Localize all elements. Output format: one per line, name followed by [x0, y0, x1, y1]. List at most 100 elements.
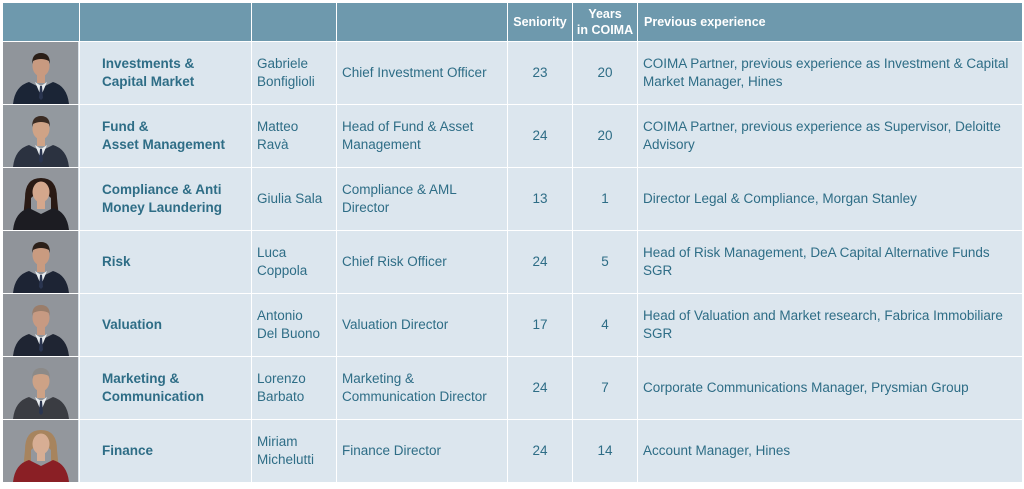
- table-row: Finance Miriam Michelutti Finance Director 2…: [2, 419, 1023, 483]
- previous-experience-cell: COIMA Partner, previous experience as Su…: [637, 104, 1023, 168]
- previous-experience-cell: Head of Valuation and Market research, F…: [637, 293, 1023, 357]
- name-line1: Miriam: [257, 434, 298, 449]
- name-cell: Giulia Sala: [251, 167, 337, 231]
- seniority-value: 24: [532, 380, 548, 395]
- role-cell: Chief Risk Officer: [336, 230, 508, 294]
- previous-line2: SGR: [643, 326, 673, 341]
- name-line2: Coppola: [257, 263, 308, 278]
- area-line2: Communication: [102, 389, 205, 404]
- role-cell: Head of Fund & Asset Management: [336, 104, 508, 168]
- header-row: Seniority Years in COIMA Previous experi…: [2, 2, 1023, 42]
- seniority-value: 24: [532, 128, 548, 143]
- table-row: Risk Luca Coppola Chief Risk Officer 24 5 Head…: [2, 230, 1023, 294]
- years-cell: 20: [572, 41, 638, 105]
- name-line1: Giulia Sala: [257, 191, 323, 206]
- previous-line1: COIMA Partner, previous experience as In…: [643, 56, 1009, 71]
- name-line1: Antonio: [257, 308, 303, 323]
- name-line1: Lorenzo: [257, 371, 306, 386]
- area-cell: Compliance & Anti Money Laundering: [79, 167, 252, 231]
- portrait-photo: [2, 167, 80, 231]
- area-line1: Risk: [102, 254, 131, 269]
- name-cell: Antonio Del Buono: [251, 293, 337, 357]
- area-line1: Marketing &: [102, 371, 180, 386]
- previous-experience-cell: Director Legal & Compliance, Morgan Stan…: [637, 167, 1023, 231]
- years-cell: 5: [572, 230, 638, 294]
- seniority-value: 24: [532, 254, 548, 269]
- header-role: [336, 2, 508, 42]
- area-cell: Finance: [79, 419, 252, 483]
- header-previous-experience: Previous experience: [637, 2, 1023, 42]
- header-area: [79, 2, 252, 42]
- name-line2: Barbato: [257, 389, 305, 404]
- portrait-photo: [2, 293, 80, 357]
- seniority-cell: 24: [507, 104, 573, 168]
- years-value: 20: [597, 65, 613, 80]
- area-cell: Fund & Asset Management: [79, 104, 252, 168]
- years-value: 14: [597, 443, 613, 458]
- previous-line1: COIMA Partner, previous experience as Su…: [643, 119, 1001, 134]
- years-value: 7: [601, 380, 609, 395]
- role-cell: Valuation Director: [336, 293, 508, 357]
- area-cell: Valuation: [79, 293, 252, 357]
- portrait-photo: [2, 356, 80, 420]
- role-cell: Marketing & Communication Director: [336, 356, 508, 420]
- role-line2: Management: [342, 137, 421, 152]
- seniority-cell: 24: [507, 230, 573, 294]
- name-line2: Del Buono: [257, 326, 321, 341]
- previous-line1: Director Legal & Compliance, Morgan Stan…: [643, 191, 917, 206]
- years-value: 5: [601, 254, 609, 269]
- header-years-in-coima: Years in COIMA: [572, 2, 638, 42]
- area-line1: Fund &: [102, 119, 149, 134]
- portrait-photo: [2, 419, 80, 483]
- header-seniority: Seniority: [507, 2, 573, 42]
- role-cell: Chief Investment Officer: [336, 41, 508, 105]
- area-line2: Capital Market: [102, 74, 195, 89]
- role-line1: Compliance & AML: [342, 182, 457, 197]
- years-cell: 20: [572, 104, 638, 168]
- role-line1: Finance Director: [342, 443, 442, 458]
- role-line1: Chief Investment Officer: [342, 65, 487, 80]
- area-line2: Money Laundering: [102, 200, 223, 215]
- area-cell: Risk: [79, 230, 252, 294]
- previous-line2: SGR: [643, 263, 673, 278]
- previous-line1: Head of Risk Management, DeA Capital Alt…: [643, 245, 990, 260]
- name-cell: Luca Coppola: [251, 230, 337, 294]
- table-row: Compliance & Anti Money Laundering Giulia …: [2, 167, 1023, 231]
- seniority-cell: 13: [507, 167, 573, 231]
- name-line1: Luca: [257, 245, 287, 260]
- previous-experience-cell: Account Manager, Hines: [637, 419, 1023, 483]
- area-cell: Marketing & Communication: [79, 356, 252, 420]
- table-body: Investments & Capital Market Gabriele Bonfi…: [2, 41, 1023, 483]
- portrait-photo: [2, 41, 80, 105]
- header-name: [251, 2, 337, 42]
- name-line1: Gabriele: [257, 56, 309, 71]
- name-cell: Gabriele Bonfiglioli: [251, 41, 337, 105]
- role-line2: Communication Director: [342, 389, 487, 404]
- role-cell: Finance Director: [336, 419, 508, 483]
- portrait-photo: [2, 230, 80, 294]
- previous-experience-cell: Corporate Communications Manager, Prysmi…: [637, 356, 1023, 420]
- years-cell: 14: [572, 419, 638, 483]
- name-cell: Miriam Michelutti: [251, 419, 337, 483]
- previous-experience-cell: COIMA Partner, previous experience as In…: [637, 41, 1023, 105]
- role-cell: Compliance & AML Director: [336, 167, 508, 231]
- name-line2: Ravà: [257, 137, 289, 152]
- previous-line1: Head of Valuation and Market research, F…: [643, 308, 1003, 323]
- role-line2: Director: [342, 200, 390, 215]
- table-row: Valuation Antonio Del Buono Valuation Direc…: [2, 293, 1023, 357]
- name-line1: Matteo: [257, 119, 299, 134]
- years-cell: 4: [572, 293, 638, 357]
- seniority-value: 13: [532, 191, 548, 206]
- role-line1: Valuation Director: [342, 317, 449, 332]
- previous-line1: Account Manager, Hines: [643, 443, 791, 458]
- years-cell: 1: [572, 167, 638, 231]
- name-cell: Lorenzo Barbato: [251, 356, 337, 420]
- table-row: Fund & Asset Management Matteo Ravà Head of …: [2, 104, 1023, 168]
- name-line2: Bonfiglioli: [257, 74, 315, 89]
- area-cell: Investments & Capital Market: [79, 41, 252, 105]
- years-cell: 7: [572, 356, 638, 420]
- seniority-cell: 24: [507, 356, 573, 420]
- seniority-cell: 24: [507, 419, 573, 483]
- table-row: Marketing & Communication Lorenzo Barbato Ma…: [2, 356, 1023, 420]
- table-row: Investments & Capital Market Gabriele Bonfi…: [2, 41, 1023, 105]
